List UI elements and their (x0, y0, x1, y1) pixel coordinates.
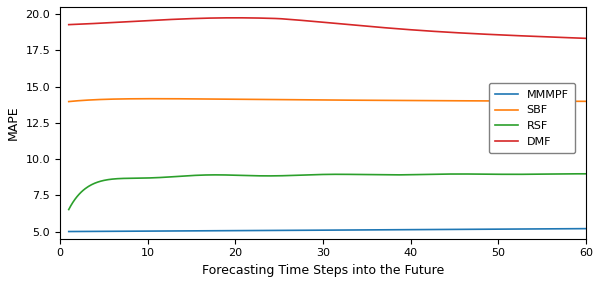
Line: MMMPF: MMMPF (69, 229, 586, 231)
SBF (312, 98, 319, 102)
RSF (314, 173, 321, 176)
SBF (150, 97, 157, 101)
DMF (315, 20, 322, 24)
Legend: MMMPF, SBF, RSF, DMF: MMMPF, SBF, RSF, DMF (489, 83, 575, 153)
MMMPF (345, 228, 352, 232)
RSF (311, 173, 318, 176)
DMF (232, 16, 239, 20)
Line: SBF: SBF (69, 99, 586, 102)
X-axis label: Forecasting Time Steps into the Future: Forecasting Time Steps into the Future (202, 264, 444, 277)
SBF (571, 100, 578, 103)
MMMPF (489, 227, 496, 231)
Line: DMF: DMF (69, 18, 586, 38)
SBF (374, 99, 381, 102)
RSF (583, 172, 590, 176)
DMF (346, 23, 353, 26)
DMF (65, 23, 73, 26)
MMMPF (311, 229, 318, 232)
MMMPF (373, 228, 380, 231)
DMF (490, 33, 497, 36)
RSF (580, 172, 587, 176)
MMMPF (570, 227, 577, 230)
Line: RSF: RSF (69, 174, 586, 210)
DMF (312, 20, 319, 23)
RSF (345, 173, 352, 176)
DMF (374, 26, 381, 29)
RSF (570, 172, 577, 176)
SBF (583, 100, 590, 103)
MMMPF (583, 227, 590, 230)
DMF (583, 37, 590, 40)
SBF (315, 98, 322, 102)
SBF (346, 99, 353, 102)
SBF (490, 99, 497, 103)
MMMPF (314, 229, 321, 232)
SBF (65, 100, 73, 103)
MMMPF (65, 230, 73, 233)
RSF (65, 208, 73, 211)
Y-axis label: MAPE: MAPE (7, 106, 20, 140)
RSF (489, 172, 496, 176)
DMF (571, 36, 578, 40)
RSF (373, 173, 380, 177)
